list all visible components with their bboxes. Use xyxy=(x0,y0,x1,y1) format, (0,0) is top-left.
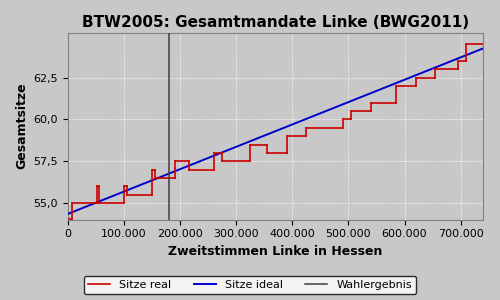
Y-axis label: Gesamtsitze: Gesamtsitze xyxy=(15,83,28,170)
Legend: Sitze real, Sitze ideal, Wahlergebnis: Sitze real, Sitze ideal, Wahlergebnis xyxy=(84,276,416,294)
X-axis label: Zweitstimmen Linke in Hessen: Zweitstimmen Linke in Hessen xyxy=(168,245,382,258)
Title: BTW2005: Gesamtmandate Linke (BWG2011): BTW2005: Gesamtmandate Linke (BWG2011) xyxy=(82,15,469,30)
